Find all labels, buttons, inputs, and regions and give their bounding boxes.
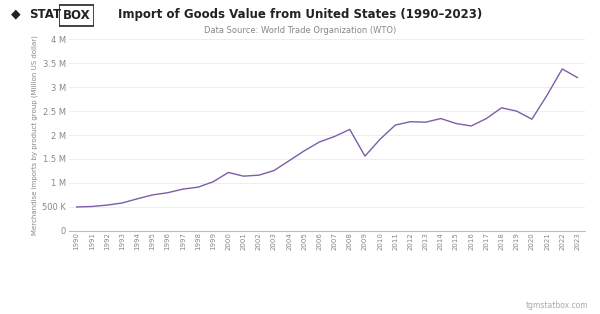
Text: ◆: ◆ <box>11 8 20 21</box>
Text: STAT: STAT <box>29 8 61 21</box>
Text: BOX: BOX <box>62 9 90 22</box>
Y-axis label: Merchandise imports by product group (Million US dollar): Merchandise imports by product group (Mi… <box>32 35 38 235</box>
Text: Data Source: World Trade Organization (WTO): Data Source: World Trade Organization (W… <box>204 26 396 35</box>
Text: tgmstatbox.com: tgmstatbox.com <box>526 301 588 310</box>
Text: Import of Goods Value from United States (1990–2023): Import of Goods Value from United States… <box>118 8 482 21</box>
